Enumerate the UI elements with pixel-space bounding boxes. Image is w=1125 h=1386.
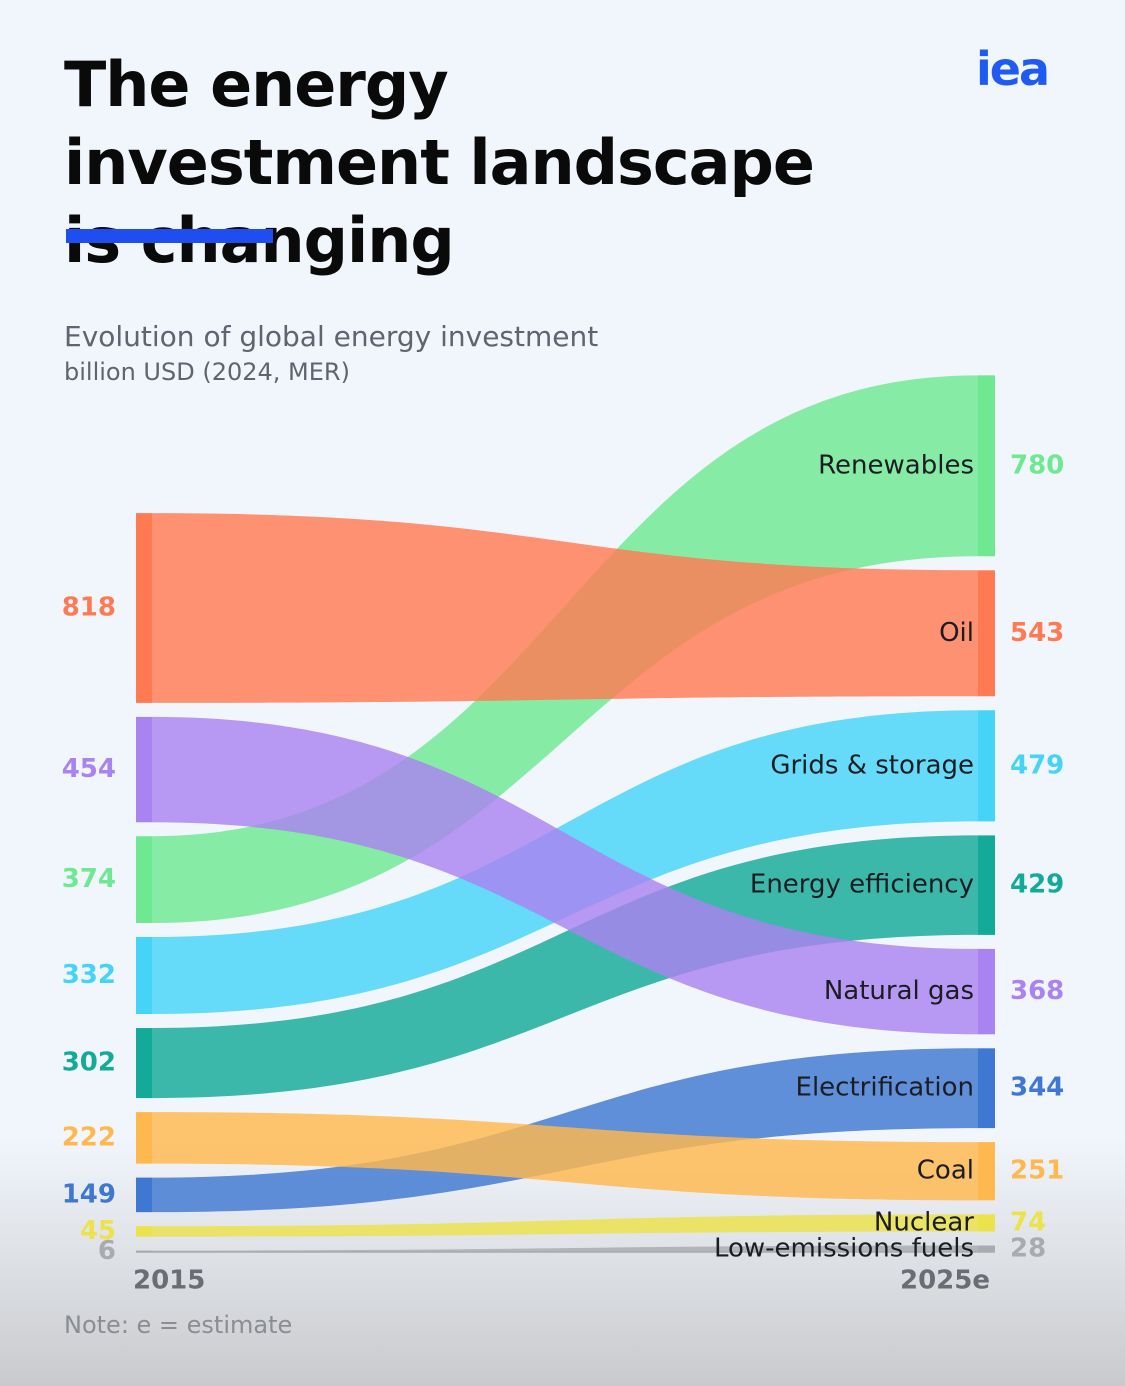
bar-end: [978, 1048, 995, 1129]
bar-end: [978, 710, 995, 822]
bar-end: [978, 375, 995, 557]
value-label-start: 818: [62, 593, 116, 623]
series-label: Oil: [939, 618, 974, 648]
chart-title: The energy investment landscape is chang…: [64, 48, 815, 277]
bar-start: [136, 1250, 152, 1252]
series-label: Energy efficiency: [750, 870, 974, 900]
ribbon: [152, 1214, 978, 1237]
value-label-start: 302: [62, 1048, 116, 1078]
ribbon: [152, 1245, 978, 1252]
value-label-start: 222: [62, 1122, 116, 1152]
title-rule: [66, 229, 273, 243]
x-tick-label: 2025e: [900, 1266, 990, 1296]
bar-end: [978, 835, 995, 935]
bar-start: [136, 1112, 152, 1164]
ribbon: [152, 716, 978, 1035]
bar-start: [136, 716, 152, 823]
series-label: Low-emissions fuels: [714, 1233, 974, 1263]
bar-end: [978, 1245, 995, 1252]
value-label-end: 344: [1010, 1073, 1064, 1103]
value-label-end: 479: [1010, 750, 1064, 780]
bar-start: [136, 513, 152, 703]
bar-start: [136, 1028, 152, 1099]
value-label-start: 454: [62, 754, 116, 784]
x-tick-label: 2015: [133, 1266, 205, 1296]
ribbon: [152, 835, 978, 1099]
bar-start: [136, 1177, 152, 1213]
series-label: Coal: [917, 1156, 974, 1186]
ribbon: [152, 1112, 978, 1201]
value-label-end: 251: [1010, 1156, 1064, 1186]
value-label-start: 6: [98, 1236, 116, 1266]
ribbon: [152, 513, 978, 703]
value-label-start: 149: [62, 1179, 116, 1209]
logo: iea: [976, 42, 1050, 96]
bar-end: [978, 1214, 995, 1232]
value-label-end: 28: [1010, 1233, 1046, 1263]
value-label-start: 374: [62, 864, 116, 894]
unit-label: billion USD (2024, MER): [64, 358, 350, 386]
value-label-end: 543: [1010, 618, 1064, 648]
value-label-end: 429: [1010, 870, 1064, 900]
value-label-end: 74: [1010, 1207, 1046, 1237]
chart-subtitle: Evolution of global energy investment: [64, 320, 599, 353]
bar-start: [136, 937, 152, 1015]
series-label: Renewables: [818, 450, 974, 480]
value-label-start: 45: [80, 1216, 116, 1246]
series-label: Grids & storage: [770, 750, 974, 780]
bar-start: [136, 1226, 152, 1237]
value-label-end: 368: [1010, 976, 1064, 1006]
value-label-start: 332: [62, 960, 116, 990]
series-label: Nuclear: [874, 1207, 974, 1237]
series-label: Electrification: [796, 1073, 974, 1103]
bar-start: [136, 836, 152, 924]
series-label: Natural gas: [824, 976, 974, 1006]
note: Note: e = estimate: [64, 1311, 293, 1339]
bar-end: [978, 570, 995, 697]
value-label-end: 780: [1010, 450, 1064, 480]
bar-end: [978, 1142, 995, 1201]
bar-end: [978, 948, 995, 1035]
